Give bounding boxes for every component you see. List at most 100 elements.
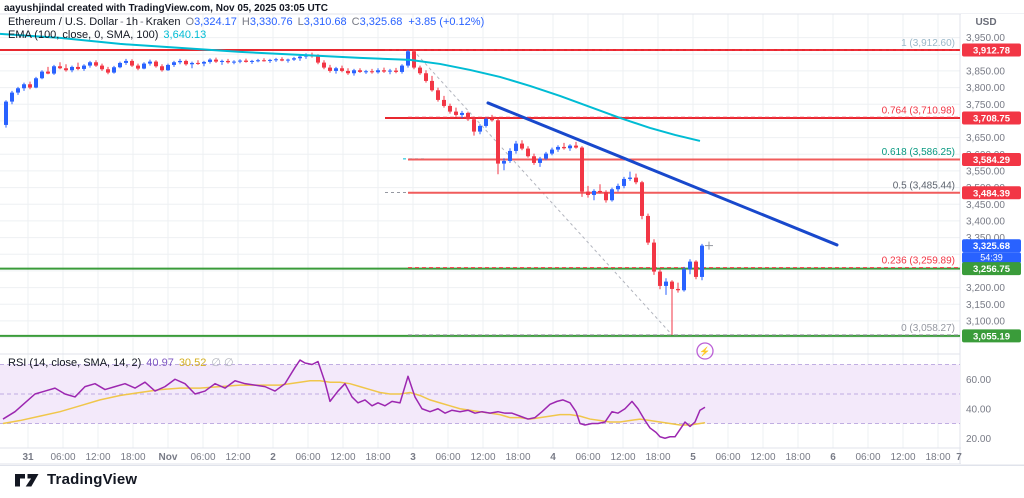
candle: [100, 63, 104, 71]
candle: [424, 70, 428, 83]
ema-label[interactable]: EMA (100, close, 0, SMA, 100): [8, 29, 159, 41]
time-axis[interactable]: 31 06:00 12:00 18:00 Nov 06:00 12:00 2 06:00 12:0…: [22, 452, 962, 463]
symbol-title[interactable]: Ethereum / U.S. Dollar: [8, 16, 119, 28]
candle: [52, 64, 56, 75]
candle: [538, 156, 542, 167]
candle: [268, 58, 272, 63]
price-badge: 3,055.19: [962, 329, 1021, 343]
time-label: 12:00: [750, 452, 775, 463]
tradingview-wordmark[interactable]: TradingView: [47, 471, 138, 488]
svg-text:3,100.00: 3,100.00: [966, 316, 1005, 327]
fib-label[interactable]: 0.618 (3,586.25): [882, 147, 955, 158]
candle: [70, 65, 74, 73]
price-axis[interactable]: USD 3,950.00 3,850.00 3,800.00 3,750.00 3,650…: [961, 14, 1024, 464]
svg-text:3,055.19: 3,055.19: [973, 331, 1010, 342]
trendline[interactable]: [486, 101, 839, 247]
candle: [556, 145, 560, 152]
footer-bar: TradingView: [0, 465, 1024, 493]
svg-text:3,200.00: 3,200.00: [966, 283, 1005, 294]
rsi-indicator-legend[interactable]: RSI (14, close, SMA, 14, 2) 40.97 30.52 ∅ ∅: [8, 356, 234, 369]
svg-text:3,400.00: 3,400.00: [966, 216, 1005, 227]
time-label: 12:00: [890, 452, 915, 463]
time-label: 06:00: [295, 452, 320, 463]
svg-text:3,325.68: 3,325.68: [973, 241, 1010, 252]
price-badge: 3,708.75: [962, 111, 1021, 125]
candle: [22, 82, 26, 91]
tradingview-logo-icon[interactable]: [14, 472, 40, 488]
candle: [232, 60, 236, 65]
candle: [646, 213, 650, 245]
svg-text:3,550.00: 3,550.00: [966, 166, 1005, 177]
candle: [40, 70, 44, 80]
time-label: 06:00: [575, 452, 600, 463]
time-label: 6: [830, 452, 836, 463]
candle: [508, 148, 512, 163]
svg-text:3,584.29: 3,584.29: [973, 155, 1010, 166]
candle: [478, 124, 482, 135]
candle: [226, 58, 230, 64]
legend-separator: -: [139, 16, 144, 28]
fib-label[interactable]: 0.5 (3,485.44): [893, 180, 955, 191]
candle: [442, 95, 446, 108]
ema-indicator-legend[interactable]: EMA (100, close, 0, SMA, 100) 3,640.13: [8, 29, 206, 41]
candle: [490, 114, 494, 122]
candle: [370, 68, 374, 74]
fib-label[interactable]: 1 (3,912.60): [901, 38, 955, 49]
time-label: 12:00: [470, 452, 495, 463]
open-key: O: [185, 16, 195, 28]
candle: [112, 65, 116, 74]
candle: [502, 158, 506, 171]
time-label: 12:00: [330, 452, 355, 463]
candle: [292, 56, 296, 61]
candle: [58, 62, 62, 70]
candle: [460, 110, 464, 119]
candle: [250, 59, 254, 64]
rsi-label[interactable]: RSI (14, close, SMA, 14, 2): [8, 357, 142, 369]
exchange-label: Kraken: [145, 16, 181, 28]
candle: [244, 58, 248, 63]
time-label: 18:00: [365, 452, 390, 463]
time-label: 31: [22, 452, 34, 463]
candle: [616, 183, 620, 192]
candle: [484, 117, 488, 128]
emoji-sticker[interactable]: [696, 342, 714, 360]
time-label: 18:00: [120, 452, 145, 463]
horizontal-levels[interactable]: [0, 49, 960, 337]
change-value: +3.85 (+0.12%): [408, 16, 485, 28]
symbol-legend[interactable]: Ethereum / U.S. Dollar -1h - Kraken O3,324.1…: [8, 16, 484, 28]
interval-label[interactable]: 1h: [125, 16, 138, 28]
fib-label[interactable]: 0 (3,058.27): [901, 323, 955, 334]
candle: [670, 280, 674, 335]
ema-line[interactable]: [0, 32, 701, 142]
candle: [220, 59, 224, 65]
countdown-timer: 54:39: [980, 253, 1003, 263]
high-value: 3,330.76: [249, 16, 293, 28]
candle: [376, 68, 380, 74]
fib-label[interactable]: 0.236 (3,259.89): [882, 256, 955, 267]
candle: [190, 61, 194, 69]
candles: [4, 49, 704, 335]
rsi-pane[interactable]: [0, 359, 960, 439]
time-label: 18:00: [925, 452, 950, 463]
candle: [436, 87, 440, 102]
svg-text:3,150.00: 3,150.00: [966, 300, 1005, 311]
rsi-band-values: ∅ ∅: [211, 357, 234, 369]
candle: [10, 90, 14, 105]
candle: [496, 118, 500, 175]
candle: [64, 64, 68, 72]
close-key: C: [351, 16, 360, 28]
candle: [532, 153, 536, 165]
svg-text:3,484.39: 3,484.39: [973, 188, 1010, 199]
candle: [28, 81, 32, 90]
candle: [652, 239, 656, 275]
candle: [382, 67, 386, 73]
time-label: 18:00: [505, 452, 530, 463]
candle: [238, 59, 242, 64]
svg-text:3,450.00: 3,450.00: [966, 200, 1005, 211]
price-badges: 3,912.78 3,708.75 3,584.29 3,484.39 3,325.68…: [962, 43, 1021, 343]
svg-text:3,850.00: 3,850.00: [966, 66, 1005, 77]
chart-markers[interactable]: ⚡: [696, 241, 714, 360]
time-label: 06:00: [50, 452, 75, 463]
fib-label[interactable]: 0.764 (3,710.98): [882, 105, 955, 116]
